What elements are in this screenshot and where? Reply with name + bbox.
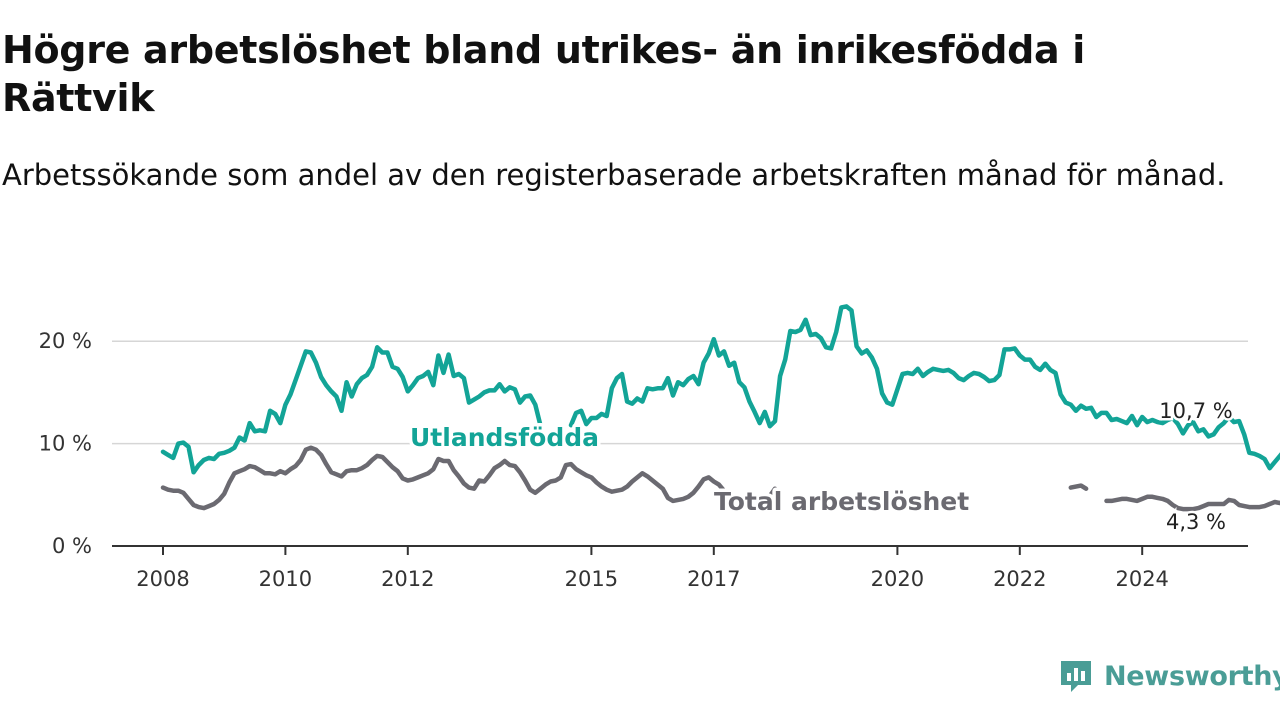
y-tick-label-1: 10 % bbox=[39, 432, 92, 456]
x-tick-label-5: 2020 bbox=[871, 567, 924, 591]
x-tick-label-0: 2008 bbox=[136, 567, 189, 591]
series-name-label-1: Total arbetslöshet bbox=[714, 487, 969, 516]
x-tick-label-4: 2017 bbox=[687, 567, 740, 591]
brand-name: Newsworthy bbox=[1104, 660, 1280, 692]
chart-title: Högre arbetslöshet bland utrikes- än inr… bbox=[2, 28, 1085, 120]
y-tick-label-2: 20 % bbox=[39, 329, 92, 353]
series-line-0 bbox=[160, 304, 1280, 475]
chart-subtitle: Arbetssökande som andel av den registerb… bbox=[2, 158, 1226, 192]
x-tick-label-7: 2024 bbox=[1115, 567, 1168, 591]
x-tick-label-2: 2012 bbox=[381, 567, 434, 591]
y-axis-ticks: 0 % 10 % 20 % bbox=[39, 329, 92, 558]
series-labels: Utlandsfödda Total arbetslöshet 10,7 % 4,3 … bbox=[407, 397, 1236, 537]
series-end-label-1: 4,3 % bbox=[1166, 510, 1226, 534]
series-name-label-0: Utlandsfödda bbox=[410, 423, 599, 452]
series-line-1 bbox=[160, 445, 1280, 512]
series-end-label-0: 10,7 % bbox=[1159, 399, 1232, 423]
grid-lines bbox=[112, 340, 1248, 445]
x-tick-label-3: 2015 bbox=[565, 567, 618, 591]
x-axis-ticks: 2008 2010 2012 2015 2017 2020 2022 2024 bbox=[136, 546, 1169, 591]
x-tick-label-6: 2022 bbox=[993, 567, 1046, 591]
y-tick-label-0: 0 % bbox=[52, 534, 92, 558]
series-lines bbox=[160, 304, 1280, 512]
x-tick-label-1: 2010 bbox=[259, 567, 312, 591]
brand-logo-block: Newsworthy bbox=[1058, 655, 1280, 697]
newsworthy-logo-icon bbox=[1061, 661, 1091, 692]
